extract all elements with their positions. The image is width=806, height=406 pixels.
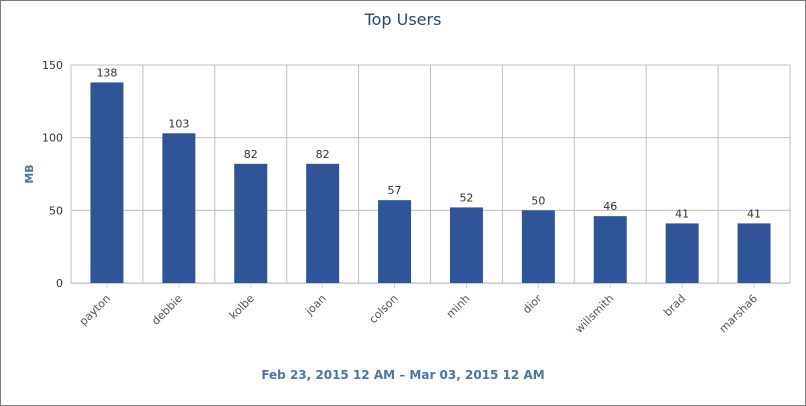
chart-title: Top Users	[364, 10, 442, 29]
x-tick-label: brad	[661, 292, 688, 319]
bar	[378, 200, 412, 283]
x-tick-label: marsha6	[717, 292, 760, 335]
data-label: 50	[531, 194, 545, 207]
bar	[234, 163, 268, 283]
x-tick-label: colson	[367, 292, 401, 326]
x-tick-label: willsmith	[573, 292, 617, 336]
bar	[449, 207, 483, 283]
y-tick-label: 150	[42, 59, 63, 72]
y-tick-label: 0	[56, 277, 63, 290]
bar	[306, 163, 340, 283]
x-tick-label: dior	[520, 292, 545, 317]
chart-subtitle: Feb 23, 2015 12 AM – Mar 03, 2015 12 AM	[261, 368, 545, 382]
y-tick-label: 100	[42, 132, 63, 145]
data-label: 57	[388, 184, 402, 197]
bar	[593, 216, 627, 283]
x-tick-label: kolbe	[227, 292, 257, 322]
data-label: 46	[603, 200, 617, 213]
data-label: 103	[168, 117, 189, 130]
bar	[90, 82, 124, 283]
x-tick-label: joan	[302, 292, 329, 319]
data-label: 52	[459, 191, 473, 204]
x-tick-label: debbie	[149, 292, 185, 328]
bar	[665, 223, 699, 283]
data-label: 41	[675, 207, 689, 220]
y-tick-label: 50	[49, 204, 63, 217]
x-tick-label: minh	[444, 292, 473, 321]
data-label: 82	[316, 148, 330, 161]
data-label: 82	[244, 148, 258, 161]
bar	[521, 210, 555, 283]
bar	[737, 223, 771, 283]
bar	[162, 133, 196, 283]
data-label: 41	[747, 207, 761, 220]
x-tick-label: payton	[77, 292, 113, 328]
y-axis-label: MB	[23, 164, 36, 183]
data-label: 138	[96, 66, 117, 79]
